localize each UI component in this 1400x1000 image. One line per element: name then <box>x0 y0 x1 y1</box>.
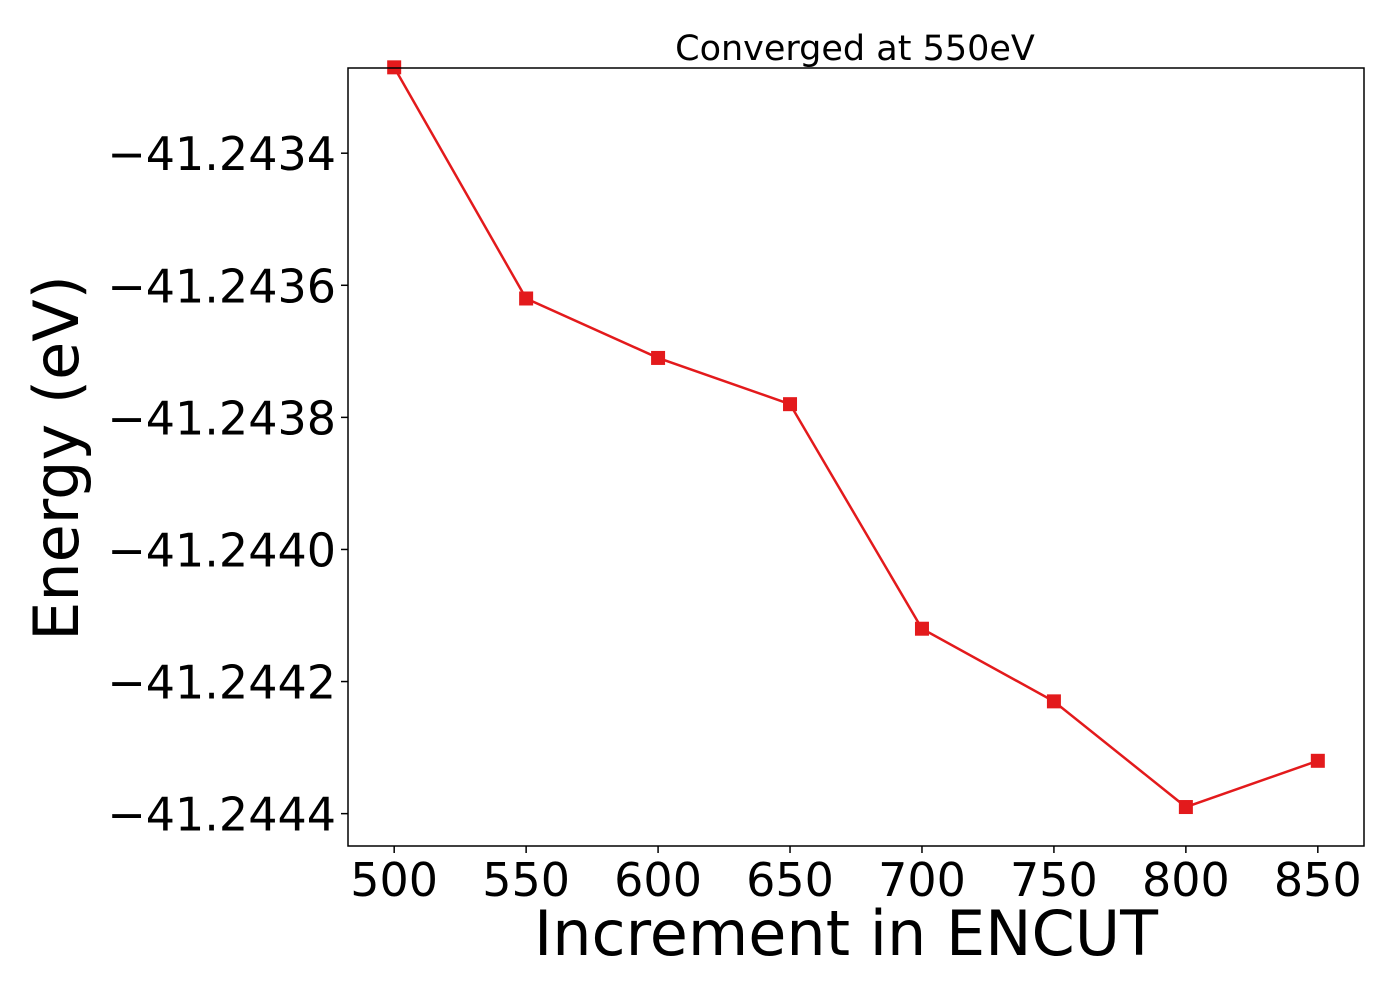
y-axis-label: Energy (eV) <box>20 275 93 641</box>
x-tick-label: 850 <box>1274 853 1362 907</box>
series-line <box>393 66 1319 809</box>
data-point <box>651 350 666 365</box>
chart-title: Converged at 550eV <box>675 29 1035 69</box>
plot-frame <box>347 67 1365 847</box>
x-tick-label: 550 <box>482 853 570 907</box>
x-tick-label: 500 <box>350 853 438 907</box>
x-tick-label: 600 <box>614 853 702 907</box>
x-tick-label: 700 <box>878 853 966 907</box>
y-axis: −41.2434 −41.2436 −41.2438 −41.2440 −41.2442… <box>107 127 348 842</box>
y-tick-label: −41.2436 <box>107 259 336 313</box>
data-point <box>783 397 798 412</box>
x-axis: 500 550 600 650 700 750 800 850 <box>350 846 1362 907</box>
data-point <box>519 291 534 306</box>
x-tick-label: 800 <box>1142 853 1230 907</box>
y-tick-label: −41.2434 <box>107 127 336 181</box>
x-axis-label: Increment in ENCUT <box>534 897 1159 970</box>
data-point <box>914 621 929 636</box>
data-point <box>1178 800 1193 815</box>
x-tick-label: 750 <box>1010 853 1098 907</box>
y-tick-label: −41.2444 <box>107 788 336 842</box>
y-tick-label: −41.2440 <box>107 523 336 577</box>
plot-area <box>387 60 1325 815</box>
y-tick-label: −41.2438 <box>107 391 336 445</box>
data-point <box>1310 753 1325 768</box>
x-tick-label: 650 <box>746 853 834 907</box>
y-tick-label: −41.2442 <box>107 656 336 710</box>
data-point <box>1046 694 1061 709</box>
